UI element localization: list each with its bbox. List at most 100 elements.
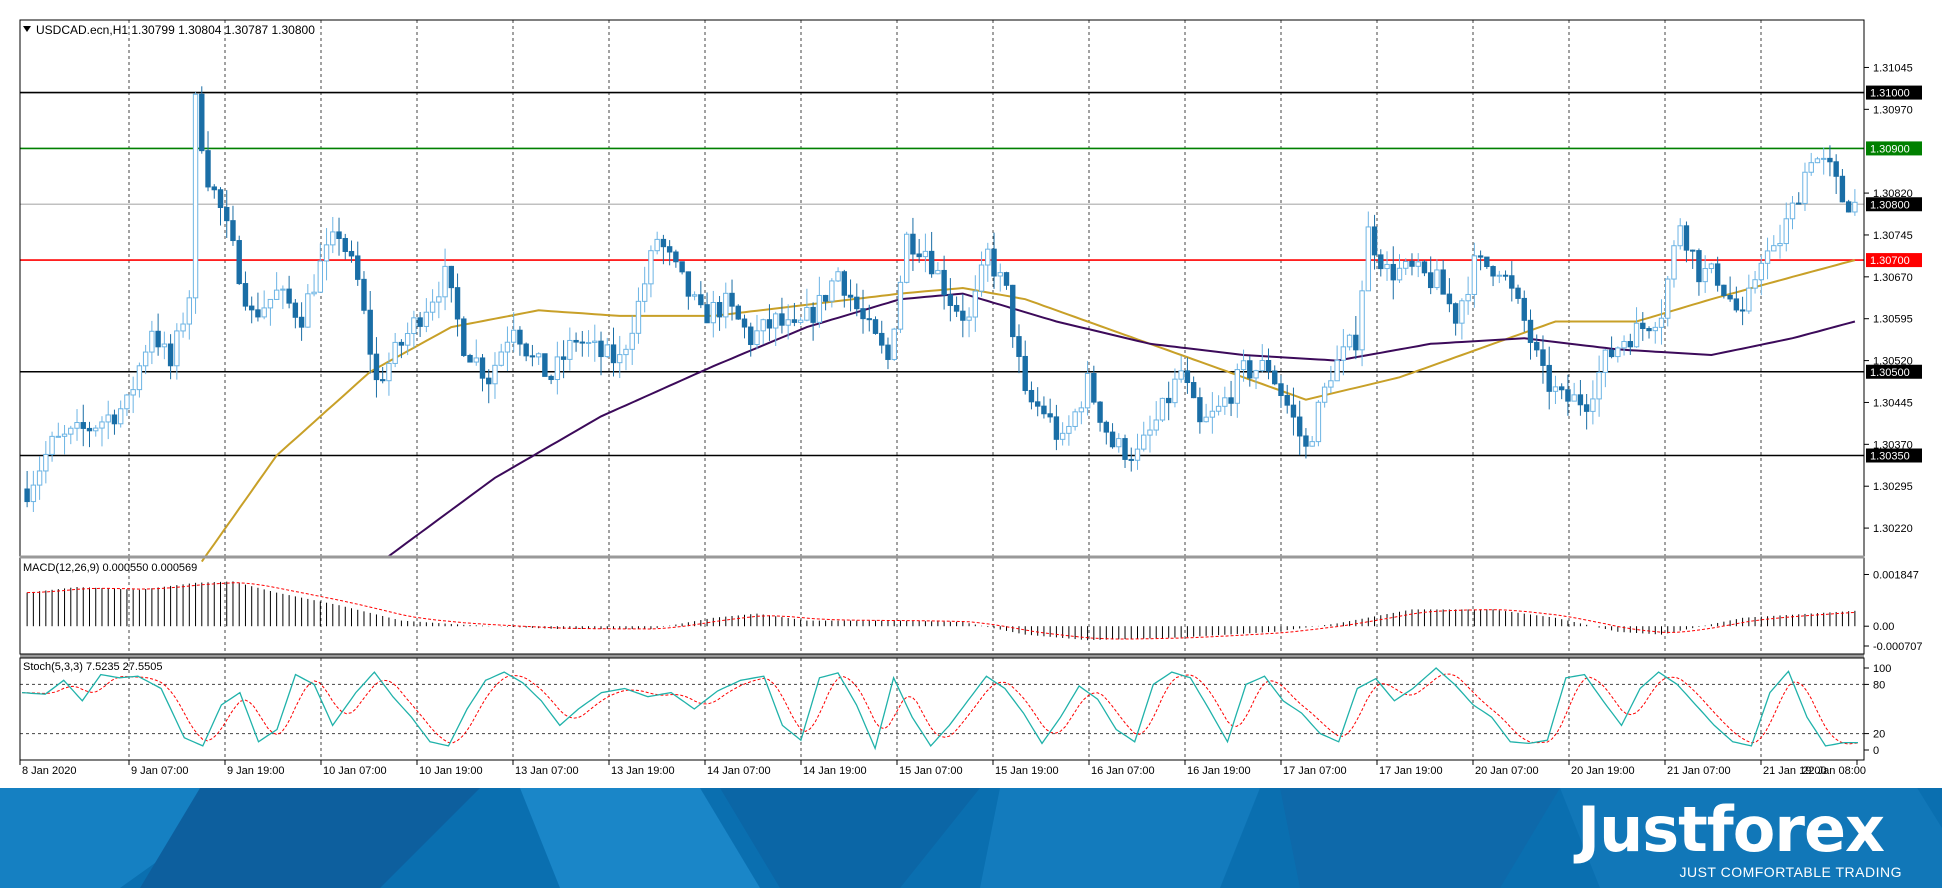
candle-body	[1565, 389, 1571, 402]
candle-body	[1727, 294, 1733, 300]
candle-body	[1540, 349, 1546, 366]
candle-body	[1640, 322, 1646, 330]
candle-body	[330, 231, 336, 246]
candle-body	[691, 294, 698, 297]
candle-body	[560, 356, 567, 360]
candle-body	[392, 341, 398, 364]
price-tick-label: 1.30370	[1873, 439, 1913, 451]
candle-body	[554, 356, 561, 381]
macd-tick-label: 0.001847	[1873, 569, 1919, 581]
candle-body	[1583, 404, 1590, 412]
candle-body	[1190, 382, 1197, 399]
candle-body	[199, 93, 205, 152]
candle-body	[797, 319, 804, 323]
candle-body	[1378, 254, 1384, 270]
candle-body	[766, 319, 773, 329]
candle-body	[829, 280, 835, 302]
candle-body	[1615, 347, 1621, 358]
candle-body	[673, 251, 679, 263]
candle-body	[985, 248, 991, 266]
candle-body	[1671, 245, 1677, 280]
candle-body	[698, 294, 704, 306]
candle-body	[255, 309, 261, 318]
candle-body	[1440, 269, 1446, 295]
candle-body	[1515, 287, 1521, 299]
candle-body	[55, 435, 62, 438]
candle-body	[1066, 425, 1072, 434]
candle-body	[467, 354, 473, 363]
candle-body	[1159, 397, 1166, 421]
panel-frames	[19, 19, 1865, 761]
candle-body	[273, 289, 280, 300]
candle-body	[1346, 334, 1353, 348]
candle-body	[1234, 369, 1241, 404]
candle-body	[1808, 162, 1814, 173]
price-tick-label: 1.30295	[1873, 481, 1913, 493]
dropdown-triangle-icon[interactable]	[23, 26, 31, 32]
candle-body	[1833, 161, 1839, 177]
candle-body	[641, 283, 648, 302]
candle-body	[1022, 355, 1028, 391]
candle-body	[1771, 245, 1777, 252]
candle-body	[1003, 272, 1010, 286]
candle-body	[130, 389, 136, 396]
candle-body	[1665, 278, 1671, 319]
candle-body	[1509, 275, 1515, 289]
candle-body	[355, 255, 361, 280]
candle-body	[1253, 370, 1259, 379]
candle-body	[891, 328, 897, 360]
candle-body	[1845, 201, 1852, 213]
price-axis: 1.31045 1.30970 1.30820 1.30745 1.30670 1.305…	[1864, 62, 1923, 757]
candle-body	[1521, 297, 1527, 321]
candle-body	[617, 354, 623, 364]
candle-body	[791, 319, 798, 323]
candle-body	[211, 186, 217, 191]
candle-body	[1353, 334, 1359, 351]
time-axis: 8 Jan 2020 9 Jan 07:00 9 Jan 19:00 10 Jan 0…	[19, 760, 1866, 777]
time-tick-label: 8 Jan 2020	[22, 765, 76, 777]
candle-body	[1172, 378, 1178, 404]
candle-body	[1490, 266, 1496, 277]
candle-body	[610, 344, 617, 364]
candle-body	[1446, 293, 1453, 305]
candle-body	[1384, 263, 1390, 270]
candle-body	[885, 344, 891, 360]
candle-body	[1702, 268, 1708, 283]
candle-body	[535, 353, 542, 358]
candle-body	[754, 330, 760, 346]
candle-body	[30, 484, 37, 503]
candle-body	[666, 246, 673, 253]
candle-body	[298, 316, 305, 328]
candle-body	[1658, 317, 1665, 328]
candle-body	[1852, 201, 1858, 213]
time-tick-label: 17 Jan 07:00	[1283, 765, 1347, 777]
candle-body	[142, 351, 149, 367]
candle-body	[1502, 274, 1509, 277]
time-tick-label: 21 Jan 07:00	[1667, 765, 1731, 777]
candle-body	[136, 365, 143, 391]
candle-body	[1596, 371, 1602, 400]
price-level-tag	[1866, 364, 1922, 379]
time-tick-label: 14 Jan 19:00	[803, 765, 867, 777]
time-tick-label: 21 Jan 19:00	[1763, 765, 1827, 777]
time-tick-label: 14 Jan 07:00	[707, 765, 771, 777]
candle-body	[654, 238, 660, 252]
candle-body	[1646, 328, 1652, 332]
candle-body	[872, 319, 879, 334]
candle-body	[205, 150, 211, 188]
candle-body	[529, 355, 536, 358]
candle-body	[916, 253, 922, 258]
candle-body	[1209, 410, 1216, 418]
candle-body	[1296, 416, 1303, 437]
time-tick-label: 15 Jan 19:00	[995, 765, 1059, 777]
candle-body	[1689, 249, 1696, 252]
price-tick-label: 1.30595	[1873, 314, 1913, 326]
candle-body	[161, 343, 168, 348]
candle-body	[1708, 263, 1715, 270]
candle-body	[479, 357, 486, 379]
candle-body	[180, 323, 186, 332]
candle-body	[1178, 370, 1184, 380]
candle-body	[997, 272, 1003, 277]
candle-body	[1122, 438, 1128, 460]
moving-averages	[200, 259, 1856, 563]
